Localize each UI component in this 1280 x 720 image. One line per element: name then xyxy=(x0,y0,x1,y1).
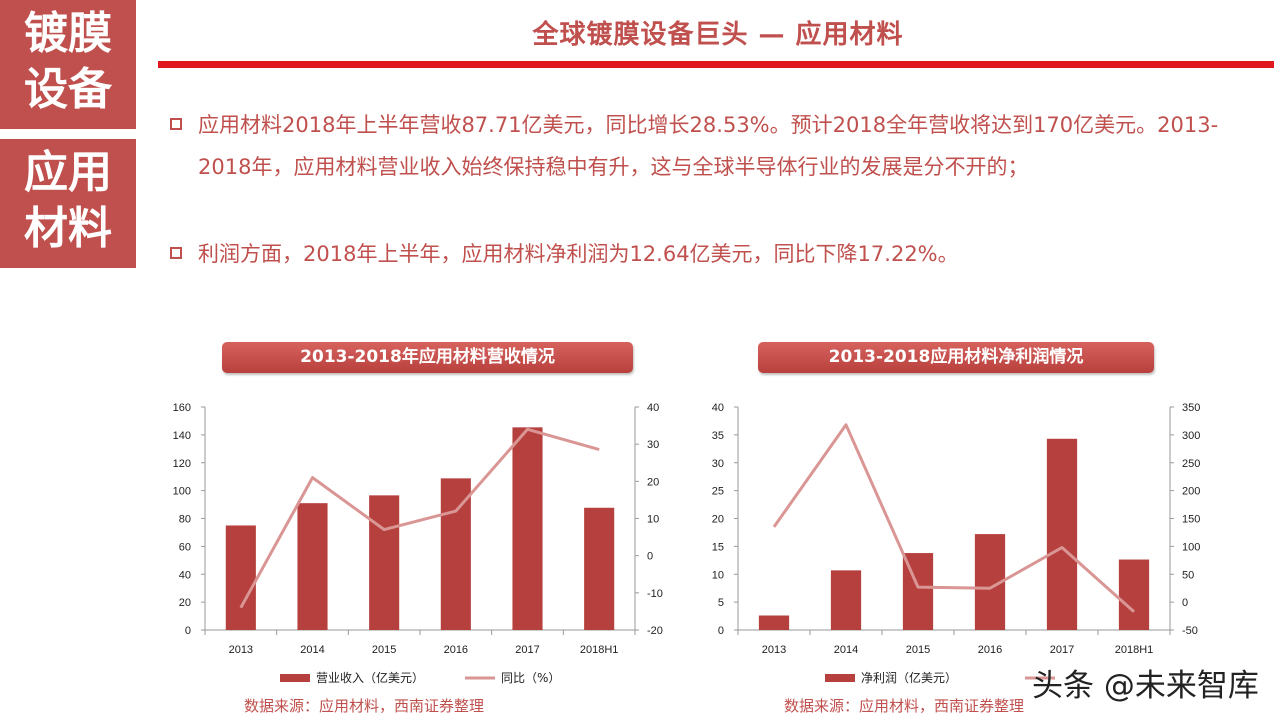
y-tick-label: 40 xyxy=(712,402,724,414)
x-tick-label: 2015 xyxy=(906,644,930,656)
sidebar-box-coating-equipment: 镀膜 设备 xyxy=(0,0,136,129)
y-tick-label: 80 xyxy=(179,514,191,526)
bar-2014 xyxy=(830,570,862,630)
y2-tick-label: 10 xyxy=(647,514,659,526)
y-tick-label: 35 xyxy=(712,430,724,442)
x-tick-label: 2017 xyxy=(1050,644,1074,656)
watermark: 头条 @未来智库 xyxy=(1032,664,1272,708)
source-note: 数据来源：应用材料，西南证券整理 xyxy=(244,697,485,715)
legend-bar-swatch xyxy=(825,674,855,682)
sidebar-box-line: 材料 xyxy=(24,203,112,254)
bar-2013 xyxy=(758,615,790,630)
x-tick-label: 2018H1 xyxy=(1115,644,1154,656)
chart-title-net-profit: 2013-2018应用材料净利润情况 xyxy=(758,342,1154,373)
line-series xyxy=(239,427,600,609)
x-tick-label: 2016 xyxy=(978,644,1002,656)
y-tick-label: 120 xyxy=(173,458,191,470)
y2-tick-label: -10 xyxy=(647,588,663,600)
y2-tick-label: -20 xyxy=(647,625,663,637)
bar-2017 xyxy=(512,427,543,630)
bar-2015 xyxy=(369,495,400,630)
y-tick-label: 30 xyxy=(712,458,724,470)
y-tick-label: 160 xyxy=(173,402,191,414)
x-tick-label: 2016 xyxy=(444,644,468,656)
legend-line-label: 同比（%） xyxy=(501,671,560,685)
bar-2017 xyxy=(1046,438,1078,630)
legend-bar-label: 净利润（亿美元） xyxy=(861,670,957,685)
x-tick-label: 2015 xyxy=(372,644,396,656)
line-series xyxy=(772,423,1135,613)
y-tick-label: 5 xyxy=(718,597,724,609)
y-tick-label: 20 xyxy=(712,514,724,526)
sidebar-box-line: 应用 xyxy=(24,147,112,198)
y-tick-label: 140 xyxy=(173,430,191,442)
sidebar-box-line: 镀膜 xyxy=(24,8,112,59)
x-tick-label: 2013 xyxy=(762,644,786,656)
y2-tick-label: 300 xyxy=(1182,430,1200,442)
x-tick-label: 2017 xyxy=(515,644,539,656)
y2-tick-label: 150 xyxy=(1182,514,1200,526)
chart-title-revenue: 2013-2018年应用材料营收情况 xyxy=(222,342,633,373)
y-tick-label: 0 xyxy=(185,625,191,637)
bullet-item: 利润方面，2018年上半年，应用材料净利润为12.64亿美元，同比下降17.22… xyxy=(170,233,1230,275)
y-tick-label: 0 xyxy=(718,625,724,637)
x-tick-label: 2013 xyxy=(229,644,253,656)
y2-tick-label: 250 xyxy=(1182,458,1200,470)
x-tick-label: 2018H1 xyxy=(580,644,619,656)
bar-2018H1 xyxy=(1118,559,1150,630)
y2-tick-label: 100 xyxy=(1182,541,1200,553)
y-tick-label: 20 xyxy=(179,597,191,609)
y2-tick-label: 50 xyxy=(1182,569,1194,581)
bar-2013 xyxy=(225,525,256,630)
y2-tick-label: 0 xyxy=(1182,597,1188,609)
y2-tick-label: 40 xyxy=(647,402,659,414)
sidebar-box-applied-materials: 应用 材料 xyxy=(0,139,136,268)
y2-tick-label: -50 xyxy=(1182,625,1198,637)
title-divider xyxy=(158,61,1274,68)
bar-2018H1 xyxy=(584,507,615,630)
page-title: 全球镀膜设备巨头 — 应用材料 xyxy=(532,20,904,50)
bar-2014 xyxy=(297,503,328,630)
y-tick-label: 25 xyxy=(712,486,724,498)
y2-tick-label: 20 xyxy=(647,476,659,488)
bullet-text: 应用材料2018年上半年营收87.71亿美元，同比增长28.53%。预计2018… xyxy=(198,113,1219,179)
source-note: 数据来源：应用材料，西南证券整理 xyxy=(784,697,1025,715)
legend-bar-swatch xyxy=(280,674,310,682)
revenue-chart: 0 20 40 60 80 100 120 140 160 -20 -10 0 10 20 30 40 2013… xyxy=(173,402,663,685)
legend-bar-label: 营业收入（亿美元） xyxy=(316,670,424,685)
bullet-text: 利润方面，2018年上半年，应用材料净利润为12.64亿美元，同比下降17.22… xyxy=(198,242,959,266)
sidebar-box-line: 设备 xyxy=(24,64,112,115)
y2-tick-label: 30 xyxy=(647,439,659,451)
y-tick-label: 60 xyxy=(179,541,191,553)
square-bullet-icon xyxy=(170,247,182,259)
bullet-item: 应用材料2018年上半年营收87.71亿美元，同比增长28.53%。预计2018… xyxy=(170,104,1230,188)
y-tick-label: 40 xyxy=(179,569,191,581)
square-bullet-icon xyxy=(170,118,182,130)
y2-tick-label: 0 xyxy=(647,551,653,563)
y2-tick-label: 350 xyxy=(1182,402,1200,414)
bar-2016 xyxy=(440,478,471,630)
net-profit-chart: 0 5 10 15 20 25 30 35 40 -50 0 50 100 150 200 250 300 350… xyxy=(712,402,1201,685)
y-tick-label: 100 xyxy=(173,486,191,498)
y-tick-label: 10 xyxy=(712,569,724,581)
x-tick-label: 2014 xyxy=(300,644,324,656)
watermark-text: 头条 @未来智库 xyxy=(1032,668,1259,704)
y-tick-label: 15 xyxy=(712,541,724,553)
y2-tick-label: 200 xyxy=(1182,486,1200,498)
x-tick-label: 2014 xyxy=(834,644,858,656)
